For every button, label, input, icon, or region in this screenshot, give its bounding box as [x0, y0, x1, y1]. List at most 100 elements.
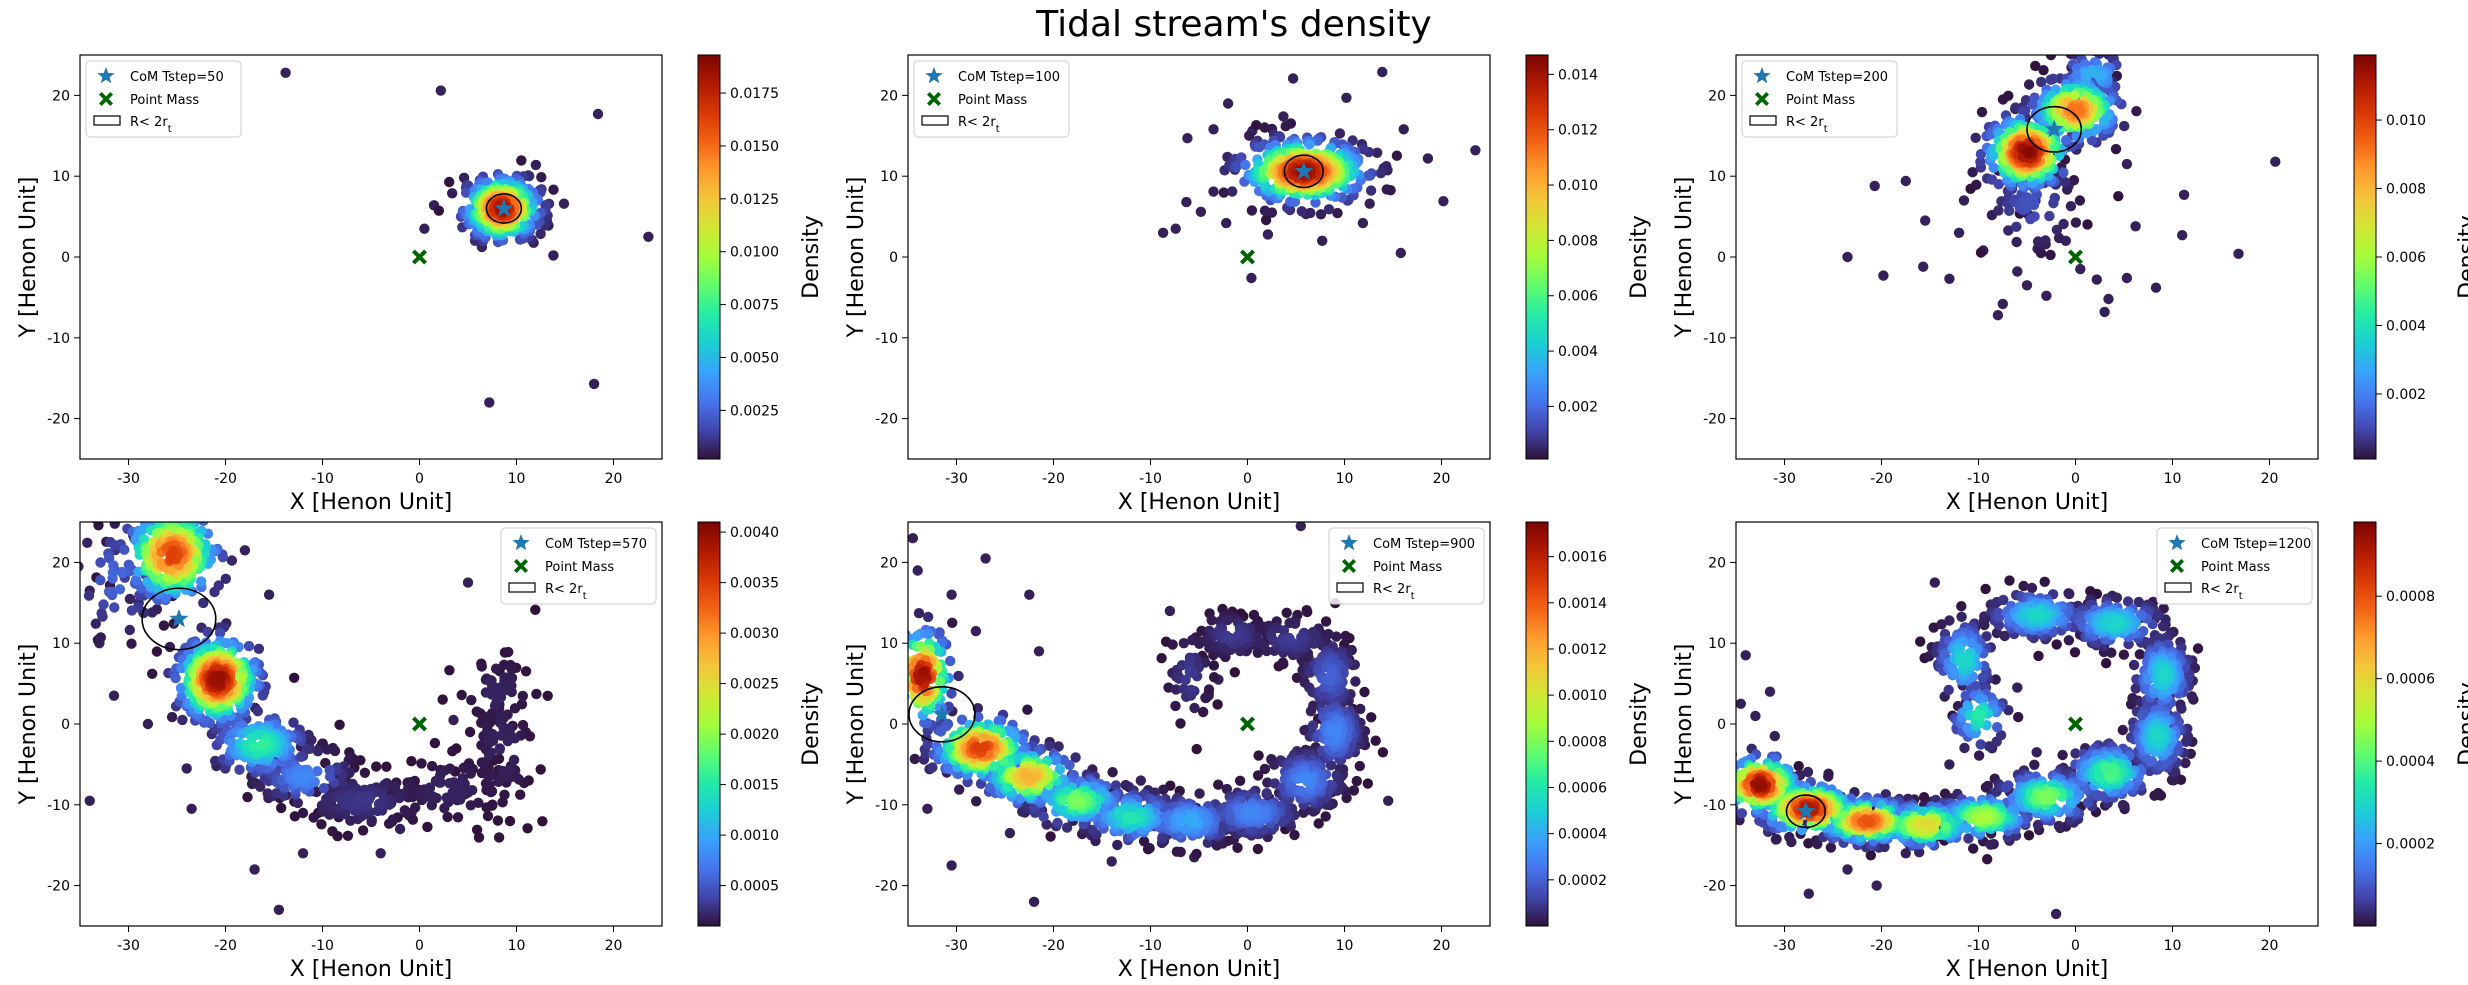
stray-point: [946, 860, 957, 871]
stream-point: [1296, 632, 1307, 643]
stream-point: [475, 708, 486, 719]
stream-point: [1120, 779, 1131, 791]
stray-point: [1953, 227, 1965, 238]
stray-point: [946, 589, 957, 600]
stream-point: [2017, 105, 2029, 116]
stream-point: [1975, 149, 1987, 160]
legend-entry-tidal-radius: R< 2rt: [1786, 115, 1828, 135]
stray-point: [1033, 646, 1045, 657]
stream-point: [154, 573, 166, 584]
stray-point: [2099, 306, 2110, 318]
stream-point: [2033, 650, 2044, 662]
stream-point: [276, 802, 287, 814]
stream-point: [2186, 691, 2197, 702]
y-tick-label: -20: [875, 412, 898, 428]
colorbar: [2353, 54, 2377, 460]
x-axis-label: X [Henon Unit]: [290, 957, 452, 982]
x-tick-label: 20: [1433, 938, 1451, 954]
stream-point: [252, 706, 263, 717]
colorbar-tick-label: 0.004: [2386, 318, 2426, 334]
stream-point: [517, 719, 529, 731]
stream-point: [234, 764, 245, 775]
stray-point: [558, 198, 570, 209]
stream-point: [1771, 834, 1782, 845]
stream-point: [342, 830, 354, 841]
stray-point: [1470, 145, 1481, 156]
stream-point: [337, 777, 348, 788]
stray-point: [2121, 272, 2133, 284]
stray-point: [2178, 189, 2190, 200]
colorbar-tick-label: 0.006: [1558, 289, 1598, 305]
stray-point: [1842, 251, 1853, 263]
stream-point: [168, 510, 178, 520]
stream-point: [202, 508, 212, 518]
colorbar-tick-label: 0.0016: [1558, 550, 1607, 566]
stream-point: [1786, 836, 1797, 848]
stray-point: [2177, 230, 2188, 241]
x-tick-label: 10: [1336, 938, 1354, 954]
stray-point: [394, 823, 406, 835]
y-tick-label: 10: [1708, 169, 1726, 185]
y-tick-label: 10: [52, 169, 70, 185]
stream-point: [442, 811, 453, 823]
stray-point: [462, 577, 474, 588]
stream-point: [2091, 124, 2102, 135]
stream-point: [145, 511, 155, 521]
stream-point: [248, 741, 260, 752]
y-tick-label: 10: [880, 636, 898, 652]
stream-point: [2113, 191, 2124, 202]
x-tick-label: -10: [311, 471, 334, 487]
stream-point: [1698, 767, 1708, 777]
legend-ellipse-icon: [93, 115, 121, 126]
stream-point: [289, 672, 300, 683]
stream-point: [465, 800, 476, 811]
stream-point: [1980, 782, 1992, 793]
stream-point: [297, 807, 309, 819]
stream-point: [535, 228, 546, 240]
stream-point: [1315, 209, 1327, 220]
stream-point: [106, 586, 118, 598]
stream-point: [2065, 201, 2077, 212]
x-tick-label: -30: [117, 471, 140, 487]
y-tick-label: -10: [47, 798, 70, 814]
legend-star-icon: [1340, 534, 1358, 551]
y-axis-label: Y [Henon Unit]: [844, 177, 869, 339]
stray-point: [1900, 848, 1912, 859]
colorbar-tick-label: 0.0040: [730, 525, 779, 541]
legend-ellipse-icon: [508, 582, 536, 593]
stream-point: [1252, 843, 1264, 855]
legend-box: [1741, 60, 1898, 138]
stream-point: [1970, 132, 1981, 143]
stream-point: [1200, 692, 1211, 703]
stream-point: [227, 737, 238, 749]
stream-point: [1879, 841, 1890, 853]
stream-point: [1247, 807, 1258, 818]
x-tick-label: 0: [2071, 471, 2080, 487]
colorbar-tick-label: 0.014: [1558, 67, 1598, 83]
scatter-points: [1157, 66, 1481, 284]
stream-point: [2081, 128, 2092, 139]
stream-point: [480, 719, 491, 730]
stray-point: [249, 864, 260, 875]
stream-point: [1045, 831, 1056, 842]
stream-point: [1229, 667, 1241, 678]
stream-point: [1125, 811, 1137, 822]
stream-point: [1355, 703, 1366, 715]
stream-point: [145, 498, 155, 508]
stream-point: [1213, 779, 1224, 790]
y-tick-label: 0: [61, 717, 70, 733]
stream-point: [1224, 632, 1236, 644]
stream-point: [1914, 847, 1925, 858]
colorbar-tick-label: 0.010: [2386, 113, 2426, 129]
stream-point: [913, 608, 925, 619]
stream-point: [971, 741, 983, 753]
legend-ellipse-icon: [1749, 115, 1777, 126]
stream-point: [1170, 684, 1182, 695]
stray-point: [2012, 266, 2023, 277]
stream-point: [422, 821, 433, 833]
stream-point: [1246, 205, 1258, 216]
x-tick-label: 0: [415, 471, 424, 487]
stream-point: [1984, 741, 1995, 752]
